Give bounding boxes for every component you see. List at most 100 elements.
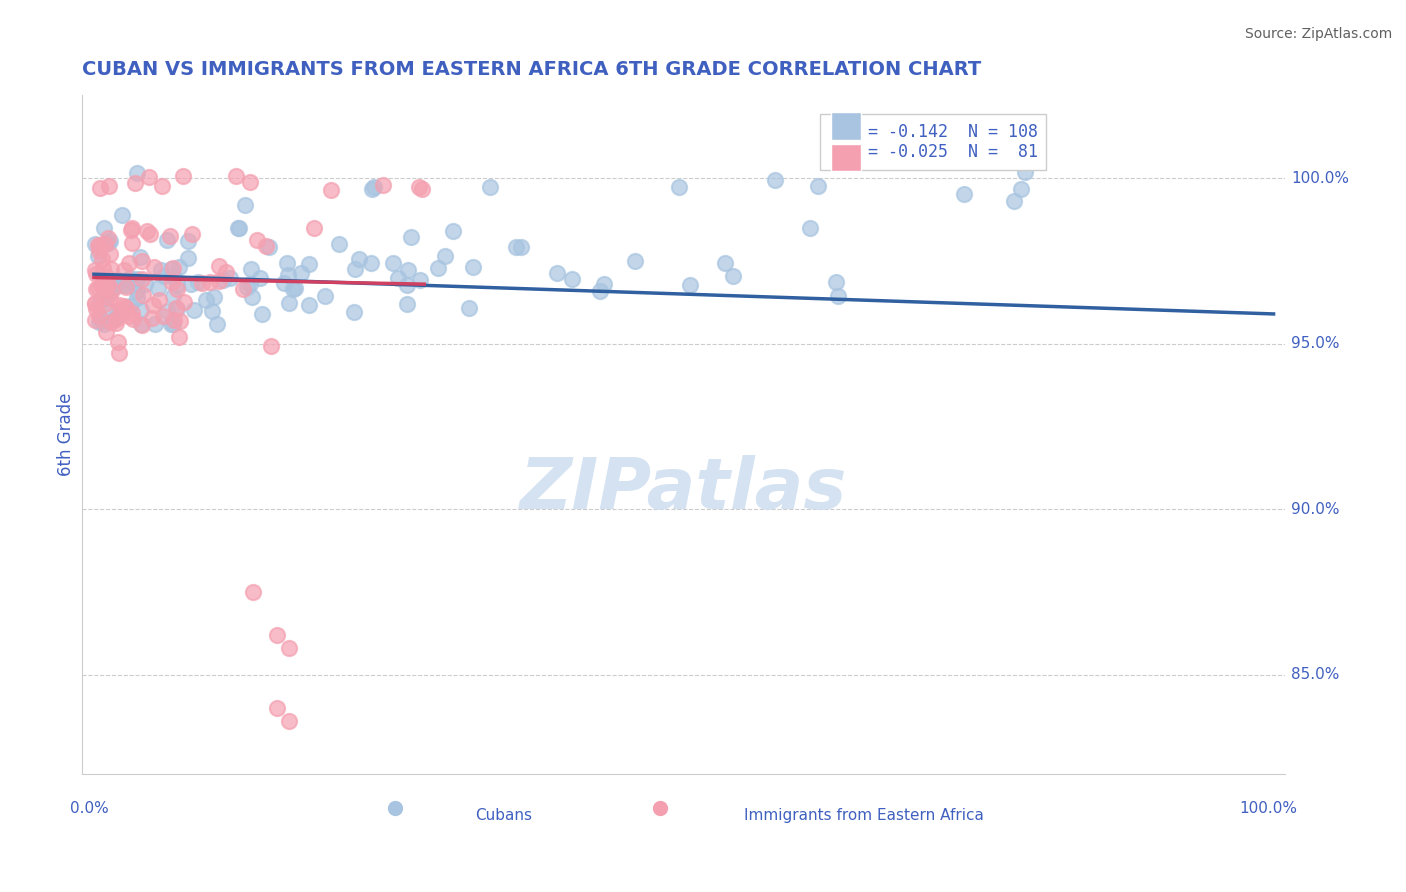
Point [441, 224, 464, 238]
Point [212, 273, 235, 287]
Point [129, 250, 152, 264]
Point [249, 270, 271, 285]
Point [94, 280, 117, 294]
Point [561, 271, 583, 285]
Point [668, 180, 690, 194]
Point [276, 255, 298, 269]
Point [108, 346, 131, 360]
Point [131, 254, 153, 268]
Point [134, 277, 156, 292]
Point [169, 314, 191, 328]
Point [208, 274, 231, 288]
Point [127, 166, 149, 180]
Point [360, 255, 382, 269]
Point [84, 267, 107, 281]
Point [373, 178, 395, 192]
Point [714, 256, 737, 270]
Point [344, 262, 367, 277]
Point [678, 278, 700, 293]
Point [298, 298, 321, 312]
Text: Source: ZipAtlas.com: Source: ZipAtlas.com [1244, 27, 1392, 41]
Point [93, 317, 115, 331]
Point [97, 286, 120, 301]
Point [290, 266, 312, 280]
Point [277, 268, 299, 283]
Y-axis label: 6th Grade: 6th Grade [58, 393, 75, 476]
Point [108, 298, 131, 312]
Point [97, 178, 120, 193]
Point [110, 277, 132, 292]
Point [166, 282, 188, 296]
Point [411, 182, 433, 196]
Point [399, 230, 422, 244]
Point [84, 281, 107, 295]
Point [121, 306, 143, 320]
Point [108, 307, 131, 321]
Point [328, 237, 350, 252]
Point [107, 273, 129, 287]
Point [173, 295, 195, 310]
Point [505, 240, 527, 254]
Point [138, 170, 160, 185]
Point [97, 235, 120, 250]
Point [314, 288, 336, 302]
Point [142, 260, 165, 274]
Point [187, 275, 209, 289]
Point [319, 183, 342, 197]
Point [167, 329, 190, 343]
Point [281, 282, 304, 296]
Point [148, 293, 170, 307]
Point [98, 291, 121, 305]
Point [162, 317, 184, 331]
Point [162, 289, 184, 303]
Point [363, 179, 385, 194]
Point [115, 278, 138, 293]
Point [100, 261, 122, 276]
Text: 95.0%: 95.0% [1291, 336, 1340, 351]
Point [135, 224, 157, 238]
Point [240, 290, 263, 304]
Point [87, 244, 110, 259]
Point [125, 285, 148, 299]
Point [799, 221, 821, 235]
Point [90, 292, 112, 306]
Point [160, 275, 183, 289]
Point [225, 169, 247, 183]
Text: Immigrants from Eastern Africa: Immigrants from Eastern Africa [744, 808, 984, 823]
Point [202, 290, 225, 304]
Point [165, 301, 187, 315]
Point [284, 281, 307, 295]
FancyBboxPatch shape [831, 112, 860, 139]
Point [91, 252, 114, 266]
Point [142, 298, 165, 312]
Point [807, 178, 830, 193]
Point [191, 276, 214, 290]
Point [105, 312, 128, 326]
Point [163, 270, 186, 285]
Point [298, 257, 321, 271]
Point [183, 303, 205, 318]
Point [260, 339, 283, 353]
Point [107, 335, 129, 350]
Point [396, 263, 419, 277]
Point [952, 186, 974, 201]
Point [84, 296, 107, 310]
Point [200, 275, 222, 289]
Point [118, 256, 141, 270]
Point [167, 260, 190, 274]
Point [89, 315, 111, 329]
Point [382, 256, 405, 270]
Point [1014, 165, 1036, 179]
Point [94, 296, 117, 310]
Point [278, 295, 301, 310]
Point [246, 233, 269, 247]
Point [93, 282, 115, 296]
Point [433, 250, 456, 264]
Text: CUBAN VS IMMIGRANTS FROM EASTERN AFRICA 6TH GRADE CORRELATION CHART: CUBAN VS IMMIGRANTS FROM EASTERN AFRICA … [82, 60, 981, 78]
Point [239, 277, 262, 292]
Point [396, 297, 419, 311]
Point [150, 262, 173, 277]
Point [395, 278, 418, 293]
Point [105, 317, 128, 331]
Point [215, 265, 238, 279]
